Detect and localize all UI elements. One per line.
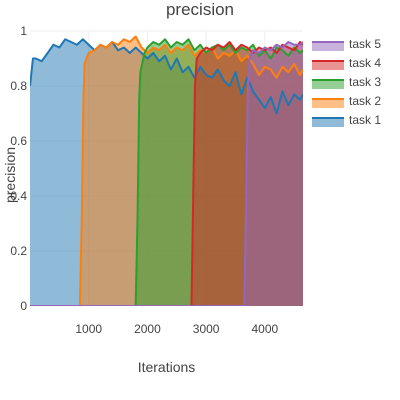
legend-swatch [312,98,344,108]
y-tick-label: 0 [20,299,27,313]
legend-label: task 2 [349,94,382,108]
x-tick-label: 4000 [251,322,278,336]
y-tick-label: 0.4 [10,189,27,203]
legend-label: task 1 [349,113,382,127]
legend-item-task-3[interactable]: task 3 [312,74,398,93]
legend-item-task-5[interactable]: task 5 [312,36,398,55]
chart-title: precision [165,0,235,19]
y-axis-ticks: 0 0.2 0.4 0.6 0.8 1 [10,24,27,313]
legend: task 5 task 4 task 3 task 2 task 1 [312,36,398,131]
x-tick-label: 3000 [193,322,220,336]
series-line-5 [30,41,303,306]
series-line-3 [30,38,303,306]
series-area-4 [30,42,303,306]
series-line-1 [30,38,303,115]
legend-item-task-1[interactable]: task 1 [312,112,398,131]
y-axis-label: precision [2,146,18,204]
legend-label: task 5 [349,37,382,51]
legend-item-task-2[interactable]: task 2 [312,93,398,112]
y-tick-label: 1 [20,24,27,38]
x-axis-ticks: 1000 2000 3000 4000 [75,322,278,336]
series-areas [30,35,303,306]
legend-swatch [312,41,344,51]
legend-label: task 3 [349,75,382,89]
legend-label: task 4 [349,56,382,70]
series-line-2 [30,35,303,306]
x-axis-label: Iterations [137,359,196,375]
y-tick-label: 0.6 [10,134,27,148]
series-area-5 [30,42,303,306]
y-tick-label: 0.2 [10,244,27,258]
legend-swatch [312,117,344,127]
x-tick-label: 1000 [75,322,102,336]
series-line-4 [30,41,303,306]
legend-item-task-4[interactable]: task 4 [312,55,398,74]
legend-swatch [312,79,344,89]
x-tick-label: 2000 [134,322,161,336]
y-tick-label: 0.8 [10,79,27,93]
legend-swatch [312,60,344,70]
